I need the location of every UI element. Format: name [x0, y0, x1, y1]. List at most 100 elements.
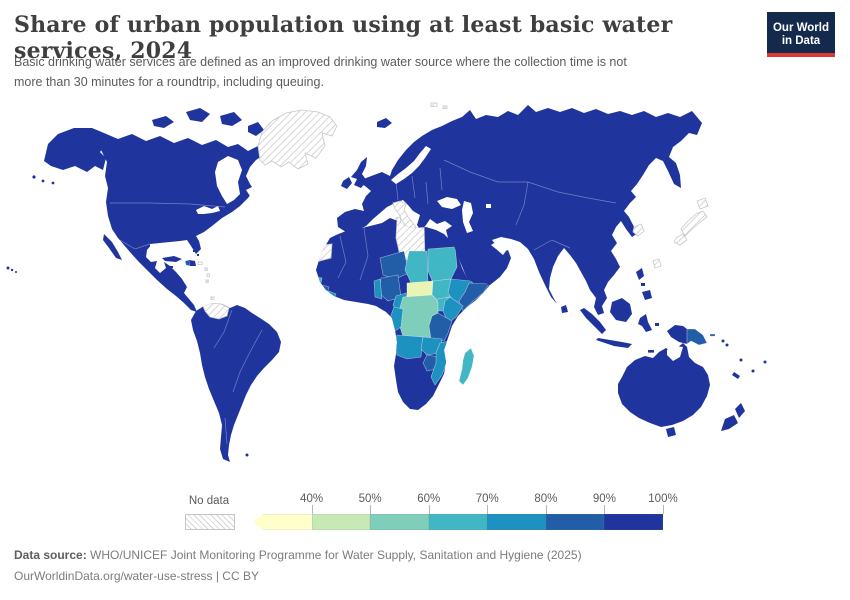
region-sierra-leone[interactable]	[319, 284, 330, 295]
region-lesser-antilles-nodata[interactable]	[205, 279, 209, 283]
legend-bin-<40%[interactable]	[253, 514, 312, 530]
region-south-america[interactable]	[191, 303, 281, 462]
legend-tick	[663, 505, 664, 514]
region-greenland-nodata[interactable]	[257, 109, 338, 170]
region-svalbard-nodata[interactable]	[442, 105, 448, 109]
region-fiji[interactable]	[751, 369, 755, 373]
border-us-mexico	[119, 239, 151, 250]
region-benin[interactable]	[373, 278, 383, 300]
legend-tick-label: 50%	[358, 493, 382, 505]
region-venezuela-nodata[interactable]	[202, 303, 230, 320]
region-sumatra[interactable]	[580, 308, 606, 334]
region-arctic-island[interactable]	[220, 112, 242, 126]
region-philippines-mindanao[interactable]	[642, 290, 652, 300]
region-timor[interactable]	[648, 350, 654, 353]
region-hawaii[interactable]	[10, 268, 14, 272]
region-solomon-islands[interactable]	[721, 339, 725, 343]
legend-bin-60-70%[interactable]	[428, 514, 488, 530]
region-angola[interactable]	[394, 334, 424, 360]
region-solomon-islands[interactable]	[725, 343, 729, 347]
region-taiwan-nodata[interactable]	[652, 258, 662, 269]
region-tasmania[interactable]	[666, 427, 676, 437]
region-north-america[interactable]	[101, 133, 266, 312]
region-puerto-rico-nodata[interactable]	[197, 261, 203, 265]
region-sri-lanka[interactable]	[561, 305, 568, 313]
region-lesser-antilles-nodata[interactable]	[206, 273, 210, 277]
region-aleutian-island[interactable]	[32, 175, 36, 179]
region-cuba[interactable]	[162, 256, 182, 262]
region-baja-california[interactable]	[103, 234, 122, 260]
region-philippines-visayas[interactable]	[641, 283, 645, 286]
region-aleutian-island[interactable]	[51, 181, 55, 185]
region-new-zealand-south[interactable]	[721, 415, 738, 431]
region-iceland[interactable]	[377, 118, 392, 128]
region-lesser-antilles-nodata[interactable]	[204, 267, 208, 271]
border-europe-2	[411, 175, 416, 199]
region-ireland[interactable]	[341, 177, 352, 189]
water-gulf-of-mexico	[150, 241, 191, 258]
region-bahamas[interactable]	[197, 254, 199, 256]
region-svalbard-nodata[interactable]	[430, 102, 438, 107]
region-borneo[interactable]	[610, 298, 632, 322]
region-moluccas[interactable]	[655, 323, 659, 326]
logo-line2: in Data	[781, 34, 821, 47]
region-arctic-island[interactable]	[248, 122, 264, 136]
owid-logo[interactable]: Our World in Data	[767, 12, 835, 57]
region-falkland-islands[interactable]	[245, 453, 249, 457]
region-alaska[interactable]	[44, 128, 106, 172]
region-arctic-island[interactable]	[186, 108, 210, 122]
footer-source-text: WHO/UNICEF Joint Monitoring Programme fo…	[86, 548, 582, 562]
region-dominican-republic[interactable]	[189, 260, 196, 266]
region-west-papua[interactable]	[667, 325, 687, 344]
region-australia[interactable]	[618, 343, 710, 427]
region-united-kingdom[interactable]	[351, 157, 367, 188]
legend-bin-50-60%[interactable]	[370, 514, 429, 530]
footer-source-line: Data source: WHO/UNICEF Joint Monitoring…	[14, 545, 582, 566]
region-somalia[interactable]	[458, 282, 489, 312]
legend-bin-40-50%[interactable]	[311, 514, 371, 530]
region-japan-honshu-nodata[interactable]	[680, 210, 708, 237]
region-hawaii[interactable]	[6, 266, 10, 270]
region-japan-kyushu-nodata[interactable]	[673, 233, 688, 246]
region-guinea-bissau[interactable]	[315, 276, 323, 284]
region-south-korea-nodata[interactable]	[632, 223, 645, 237]
footer-source-label: Data source:	[14, 548, 87, 562]
border-morocco-algeria	[337, 235, 347, 279]
region-trinidad-nodata[interactable]	[210, 296, 215, 300]
legend-bin-70-80%[interactable]	[487, 514, 546, 530]
footer-link-line[interactable]: OurWorldinData.org/water-use-stress | CC…	[14, 569, 259, 583]
legend-bin-90-100%[interactable]	[604, 514, 664, 530]
region-japan-hokkaido-nodata[interactable]	[696, 197, 709, 210]
legend-no-data-label: No data	[188, 495, 230, 507]
region-philippines-luzon[interactable]	[636, 268, 644, 280]
region-sulawesi[interactable]	[638, 314, 652, 332]
water-persian-gulf	[491, 243, 506, 255]
region-aleutian-island[interactable]	[41, 179, 45, 183]
border-brazil-south	[232, 329, 263, 393]
border-chile-argentina	[224, 417, 228, 445]
legend-tick	[545, 505, 547, 514]
legend-color-bar	[253, 514, 664, 530]
region-niger[interactable]	[379, 250, 410, 280]
legend-no-data-swatch[interactable]	[185, 514, 235, 530]
region-hawaii[interactable]	[15, 271, 17, 273]
region-new-zealand-north[interactable]	[735, 403, 745, 418]
region-new-britain[interactable]	[709, 333, 716, 337]
region-eurasia[interactable]	[337, 105, 702, 315]
region-fiji[interactable]	[763, 360, 767, 364]
border-central-asia	[515, 181, 529, 226]
region-papua-new-guinea[interactable]	[686, 328, 708, 346]
water-aral-sea	[486, 204, 491, 208]
region-new-caledonia[interactable]	[732, 372, 740, 379]
region-madagascar[interactable]	[458, 347, 475, 386]
region-arctic-island[interactable]	[152, 116, 174, 128]
region-vanuatu[interactable]	[739, 358, 743, 362]
legend-tick-label: 100%	[648, 493, 678, 505]
region-jamaica[interactable]	[169, 266, 173, 268]
region-bahamas[interactable]	[193, 250, 195, 252]
legend-tick-label: 70%	[475, 493, 499, 505]
water-gulf-st-lawrence	[246, 186, 258, 196]
region-java[interactable]	[596, 338, 632, 348]
legend-bin-80-90%[interactable]	[545, 514, 605, 530]
